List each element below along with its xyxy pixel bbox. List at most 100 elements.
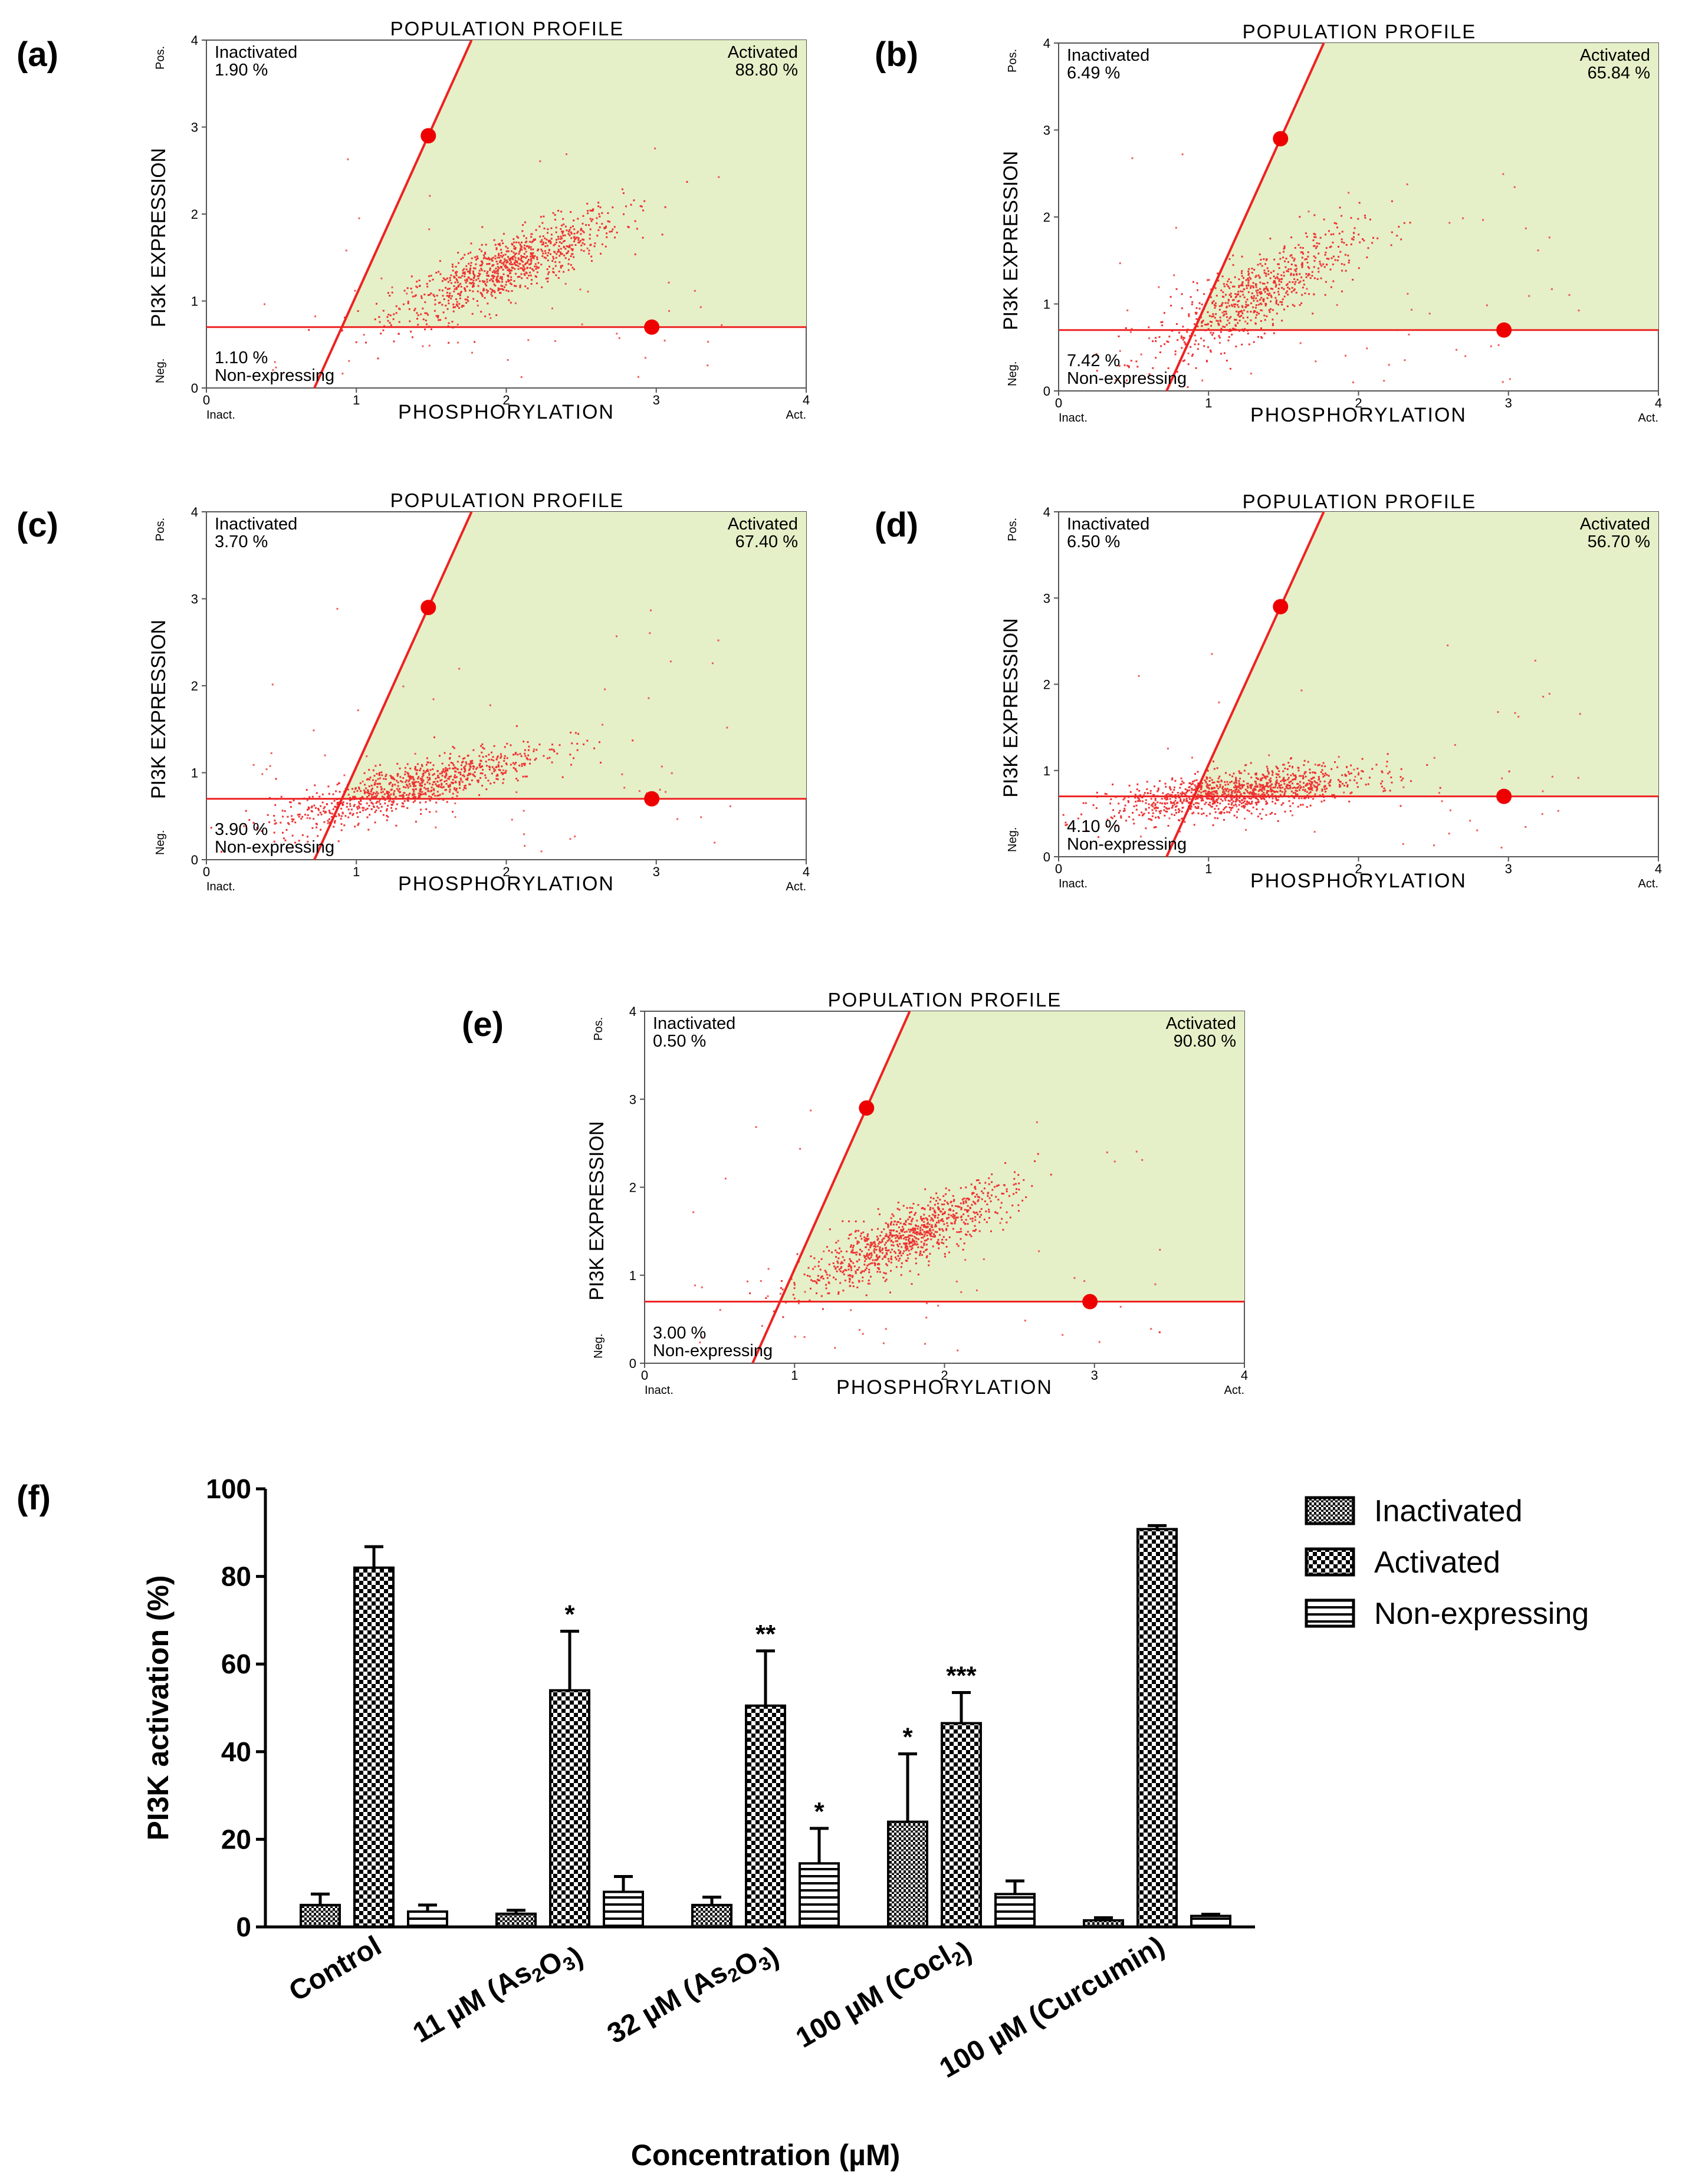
data-point xyxy=(562,235,564,237)
data-point xyxy=(395,824,397,827)
data-point xyxy=(1276,276,1278,278)
gate-handle-right[interactable] xyxy=(1496,322,1512,338)
data-point xyxy=(523,810,525,812)
data-point xyxy=(445,774,448,777)
data-point xyxy=(975,1211,978,1213)
data-point xyxy=(1212,824,1214,826)
data-point xyxy=(1246,305,1249,307)
data-point xyxy=(464,279,467,281)
data-point xyxy=(463,767,465,768)
gate-handle-upper[interactable] xyxy=(1273,598,1289,614)
data-point xyxy=(268,821,271,823)
data-point xyxy=(1159,1249,1161,1251)
data-point xyxy=(409,775,411,777)
x-tick-label: 1 xyxy=(1205,396,1212,410)
data-point xyxy=(1096,791,1098,794)
gate-handle-upper[interactable] xyxy=(1273,131,1289,147)
data-point xyxy=(520,267,522,269)
data-point xyxy=(1159,812,1161,814)
data-point xyxy=(1252,806,1254,808)
data-point xyxy=(919,1234,921,1236)
data-point xyxy=(377,357,379,360)
data-point xyxy=(514,253,516,255)
data-point xyxy=(1289,786,1292,788)
data-point xyxy=(273,831,275,834)
data-point xyxy=(474,256,477,258)
data-point xyxy=(531,233,533,235)
data-point xyxy=(562,231,564,233)
data-point xyxy=(514,272,517,275)
data-point xyxy=(1201,321,1203,323)
y-pos-label: Pos. xyxy=(1006,49,1019,73)
data-point xyxy=(1381,771,1384,774)
data-point xyxy=(407,800,409,802)
gate-handle-upper[interactable] xyxy=(420,128,436,144)
data-point xyxy=(362,809,364,811)
gate-handle-upper[interactable] xyxy=(859,1100,875,1116)
data-point xyxy=(453,275,455,278)
data-point xyxy=(1023,1179,1025,1181)
data-point xyxy=(580,228,583,230)
data-point xyxy=(540,264,543,266)
data-point xyxy=(498,769,500,771)
data-point xyxy=(351,814,354,816)
data-point xyxy=(297,814,299,816)
data-point xyxy=(1222,791,1224,793)
data-point xyxy=(501,256,504,258)
gate-handle-upper[interactable] xyxy=(420,600,436,616)
data-point xyxy=(429,800,431,802)
data-point xyxy=(1233,786,1236,788)
data-point xyxy=(1270,308,1272,310)
data-point xyxy=(291,815,293,817)
data-point xyxy=(570,764,572,766)
data-point xyxy=(327,820,329,822)
data-point xyxy=(803,1273,806,1275)
data-point xyxy=(1256,292,1259,294)
data-point xyxy=(454,802,456,804)
data-point xyxy=(490,317,492,319)
data-point xyxy=(269,765,271,767)
data-point xyxy=(415,772,418,774)
data-point xyxy=(1334,797,1336,799)
data-point xyxy=(1146,792,1149,795)
data-point xyxy=(398,321,400,323)
data-point xyxy=(957,1245,960,1247)
y-tick-label: 4 xyxy=(191,33,198,48)
data-point xyxy=(917,1274,919,1275)
data-point xyxy=(1310,788,1312,790)
data-point xyxy=(1323,774,1326,777)
data-point xyxy=(513,280,515,282)
data-point xyxy=(545,257,547,259)
data-point xyxy=(1196,282,1198,284)
data-point xyxy=(1242,801,1244,804)
gate-handle-right[interactable] xyxy=(1082,1294,1098,1310)
data-point xyxy=(478,248,481,251)
data-point xyxy=(479,777,481,779)
data-point xyxy=(852,1245,855,1247)
data-point xyxy=(1247,284,1250,287)
data-point xyxy=(1286,785,1287,787)
data-point xyxy=(876,1271,879,1273)
data-point xyxy=(963,1198,965,1200)
panel-letter: (b) xyxy=(875,35,918,74)
gate-handle-right[interactable] xyxy=(644,791,660,807)
data-point xyxy=(661,233,663,236)
data-point xyxy=(817,1265,820,1267)
data-point xyxy=(1165,798,1167,801)
data-point xyxy=(1226,797,1227,798)
data-point xyxy=(1300,797,1303,800)
gate-handle-right[interactable] xyxy=(644,319,660,335)
data-point xyxy=(451,264,454,266)
data-point xyxy=(869,1246,872,1249)
data-point xyxy=(1309,768,1311,771)
data-point xyxy=(907,1257,909,1259)
data-point xyxy=(460,285,462,288)
gate-handle-right[interactable] xyxy=(1496,788,1512,804)
data-point xyxy=(990,1200,992,1202)
data-point xyxy=(588,249,590,252)
data-point xyxy=(1322,762,1325,764)
data-point xyxy=(1266,288,1269,290)
data-point xyxy=(511,818,513,821)
data-point xyxy=(895,1237,897,1239)
